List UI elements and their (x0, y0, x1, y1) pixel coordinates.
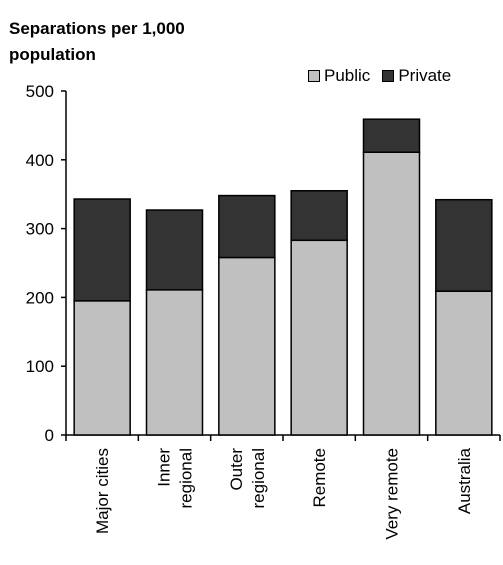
bar-private-2 (218, 194, 276, 259)
x-category-label-0-0: Major cities (93, 448, 112, 534)
legend-item-private: Private (382, 66, 451, 86)
bar-public-5 (435, 290, 493, 436)
y-tick-label-200: 200 (26, 288, 54, 307)
legend-item-public: Public (308, 66, 370, 86)
legend-label-public: Public (324, 66, 371, 85)
y-tick-label-0: 0 (45, 426, 54, 445)
x-category-label-2-1: regional (249, 448, 268, 509)
x-category-label-1-0: Inner (155, 448, 174, 487)
bar-private-0 (73, 198, 131, 302)
bar-public-1 (145, 289, 204, 436)
x-category-label-5-0: Australia (455, 447, 474, 514)
bar-private-4 (362, 118, 421, 153)
bar-public-0 (73, 300, 131, 436)
y-tick-label-300: 300 (26, 220, 54, 239)
y-tick-label-400: 400 (26, 151, 54, 170)
bar-private-3 (290, 190, 348, 242)
bar-private-1 (145, 209, 204, 291)
x-category-label-4-0: Very remote (383, 448, 402, 540)
bar-public-3 (290, 239, 348, 436)
y-tick-label-100: 100 (26, 357, 54, 376)
bar-public-2 (218, 256, 276, 436)
x-category-label-2-0: Outer (227, 448, 246, 491)
y-tick-label-500: 500 (26, 82, 54, 101)
legend-swatch-private (382, 70, 395, 82)
y-axis-title-line-1: Separations per 1,000 (9, 19, 185, 38)
y-axis-title-line-2: population (9, 45, 96, 64)
bar-public-4 (362, 151, 421, 436)
bar-private-5 (435, 198, 493, 292)
legend-swatch-public (308, 70, 320, 82)
chart-legend: Public Private (308, 66, 463, 86)
legend-label-private: Private (398, 66, 452, 85)
x-category-label-3-0: Remote (310, 448, 329, 508)
x-category-label-1-1: regional (177, 448, 196, 509)
